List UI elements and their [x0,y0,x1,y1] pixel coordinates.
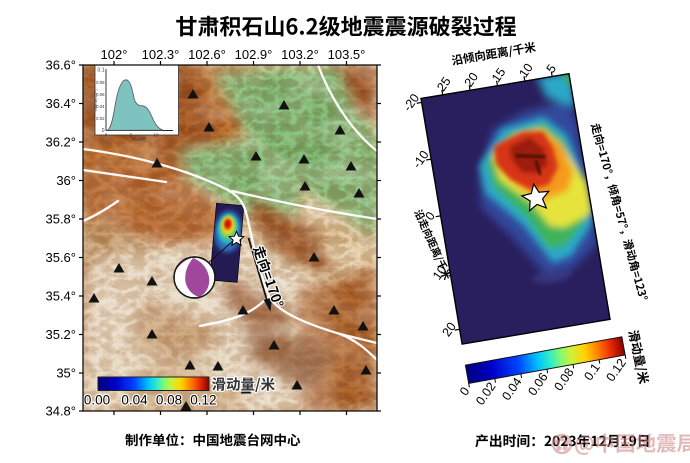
svg-text:0.12: 0.12 [190,393,216,408]
svg-text:36°: 36° [56,173,76,188]
svg-text:20: 20 [462,70,481,89]
svg-text:0.12: 0.12 [190,393,216,408]
svg-text:0.00: 0.00 [84,393,110,408]
svg-text:0.08: 0.08 [156,393,182,408]
svg-text:25: 25 [434,74,453,93]
svg-text:10: 10 [153,133,159,138]
svg-text:0.04: 0.04 [121,393,148,408]
svg-text:20: 20 [440,320,459,339]
svg-text:36.2°: 36.2° [45,135,76,150]
svg-text:0.04: 0.04 [121,393,148,408]
svg-text:103.5°: 103.5° [328,47,366,62]
svg-text:0.1: 0.1 [98,68,105,74]
svg-text:35.8°: 35.8° [45,212,76,227]
svg-text:35°: 35° [56,366,76,381]
svg-text:0.08: 0.08 [96,80,105,85]
svg-text:0.06: 0.06 [96,92,105,97]
svg-text:36.4°: 36.4° [45,96,76,111]
svg-text:35.6°: 35.6° [45,250,76,265]
svg-text:103.2°: 103.2° [281,47,319,62]
svg-text:EEESE(10**): EEESE(10**) [94,89,98,110]
svg-text:36.6°: 36.6° [45,58,76,73]
svg-text:0: 0 [105,133,108,138]
svg-text:35.4°: 35.4° [45,289,76,304]
svg-text:102.6°: 102.6° [188,47,226,62]
svg-text:102°: 102° [101,47,128,62]
svg-text:时间/秒: 时间/秒 [132,136,147,143]
svg-text:15: 15 [489,65,508,84]
svg-text:0.02: 0.02 [96,116,105,121]
svg-text:34.8°: 34.8° [45,404,76,419]
svg-text:35.2°: 35.2° [45,327,76,342]
svg-text:102.3°: 102.3° [142,47,180,62]
svg-text:0.04: 0.04 [96,104,105,109]
svg-text:0: 0 [102,128,105,134]
svg-text:10: 10 [516,61,535,80]
svg-text:0.00: 0.00 [84,393,110,408]
svg-text:102.9°: 102.9° [235,47,273,62]
svg-text:0.08: 0.08 [156,393,182,408]
svg-text:5: 5 [130,133,133,138]
